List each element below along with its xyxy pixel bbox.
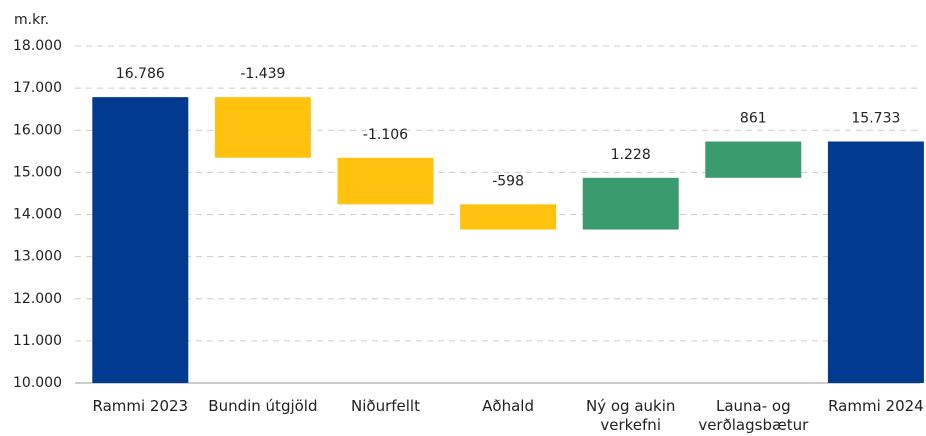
data-label: -1.439 <box>240 66 285 82</box>
data-label: -598 <box>492 173 524 189</box>
bar <box>460 204 557 230</box>
data-label: 16.786 <box>116 66 165 82</box>
x-tick-label: Rammi 2023 <box>92 397 189 415</box>
y-tick-label: 18.000 <box>13 38 62 54</box>
y-axis-label: m.kr. <box>14 12 49 28</box>
x-tick-label: Rammi 2024 <box>828 397 924 415</box>
bar <box>92 97 189 384</box>
y-tick-label: 10.000 <box>13 375 62 391</box>
x-tick-label: Niðurfellt <box>351 397 420 415</box>
y-tick-label: 14.000 <box>13 207 62 223</box>
x-tick-label: Launa- og verðlagsbætur <box>698 397 809 434</box>
x-tick-label: Aðhald <box>482 397 534 415</box>
y-tick-label: 16.000 <box>13 122 62 138</box>
x-tick-label: Bundin útgjöld <box>208 397 318 415</box>
bar <box>705 141 802 178</box>
y-tick-label: 12.000 <box>13 291 62 307</box>
bar <box>582 177 679 230</box>
bar <box>214 97 311 158</box>
x-tick-label: Ný og aukin verkefni <box>585 397 676 434</box>
data-label: -1.106 <box>363 127 408 143</box>
bar <box>337 157 434 205</box>
y-tick-label: 13.000 <box>13 249 62 265</box>
y-tick-label: 15.000 <box>13 164 62 180</box>
data-label: 15.733 <box>851 110 900 126</box>
y-tick-label: 11.000 <box>13 333 62 349</box>
y-tick-label: 17.000 <box>13 80 62 96</box>
data-label: 861 <box>740 111 767 127</box>
data-label: 1.228 <box>611 147 651 163</box>
bar <box>827 141 924 383</box>
